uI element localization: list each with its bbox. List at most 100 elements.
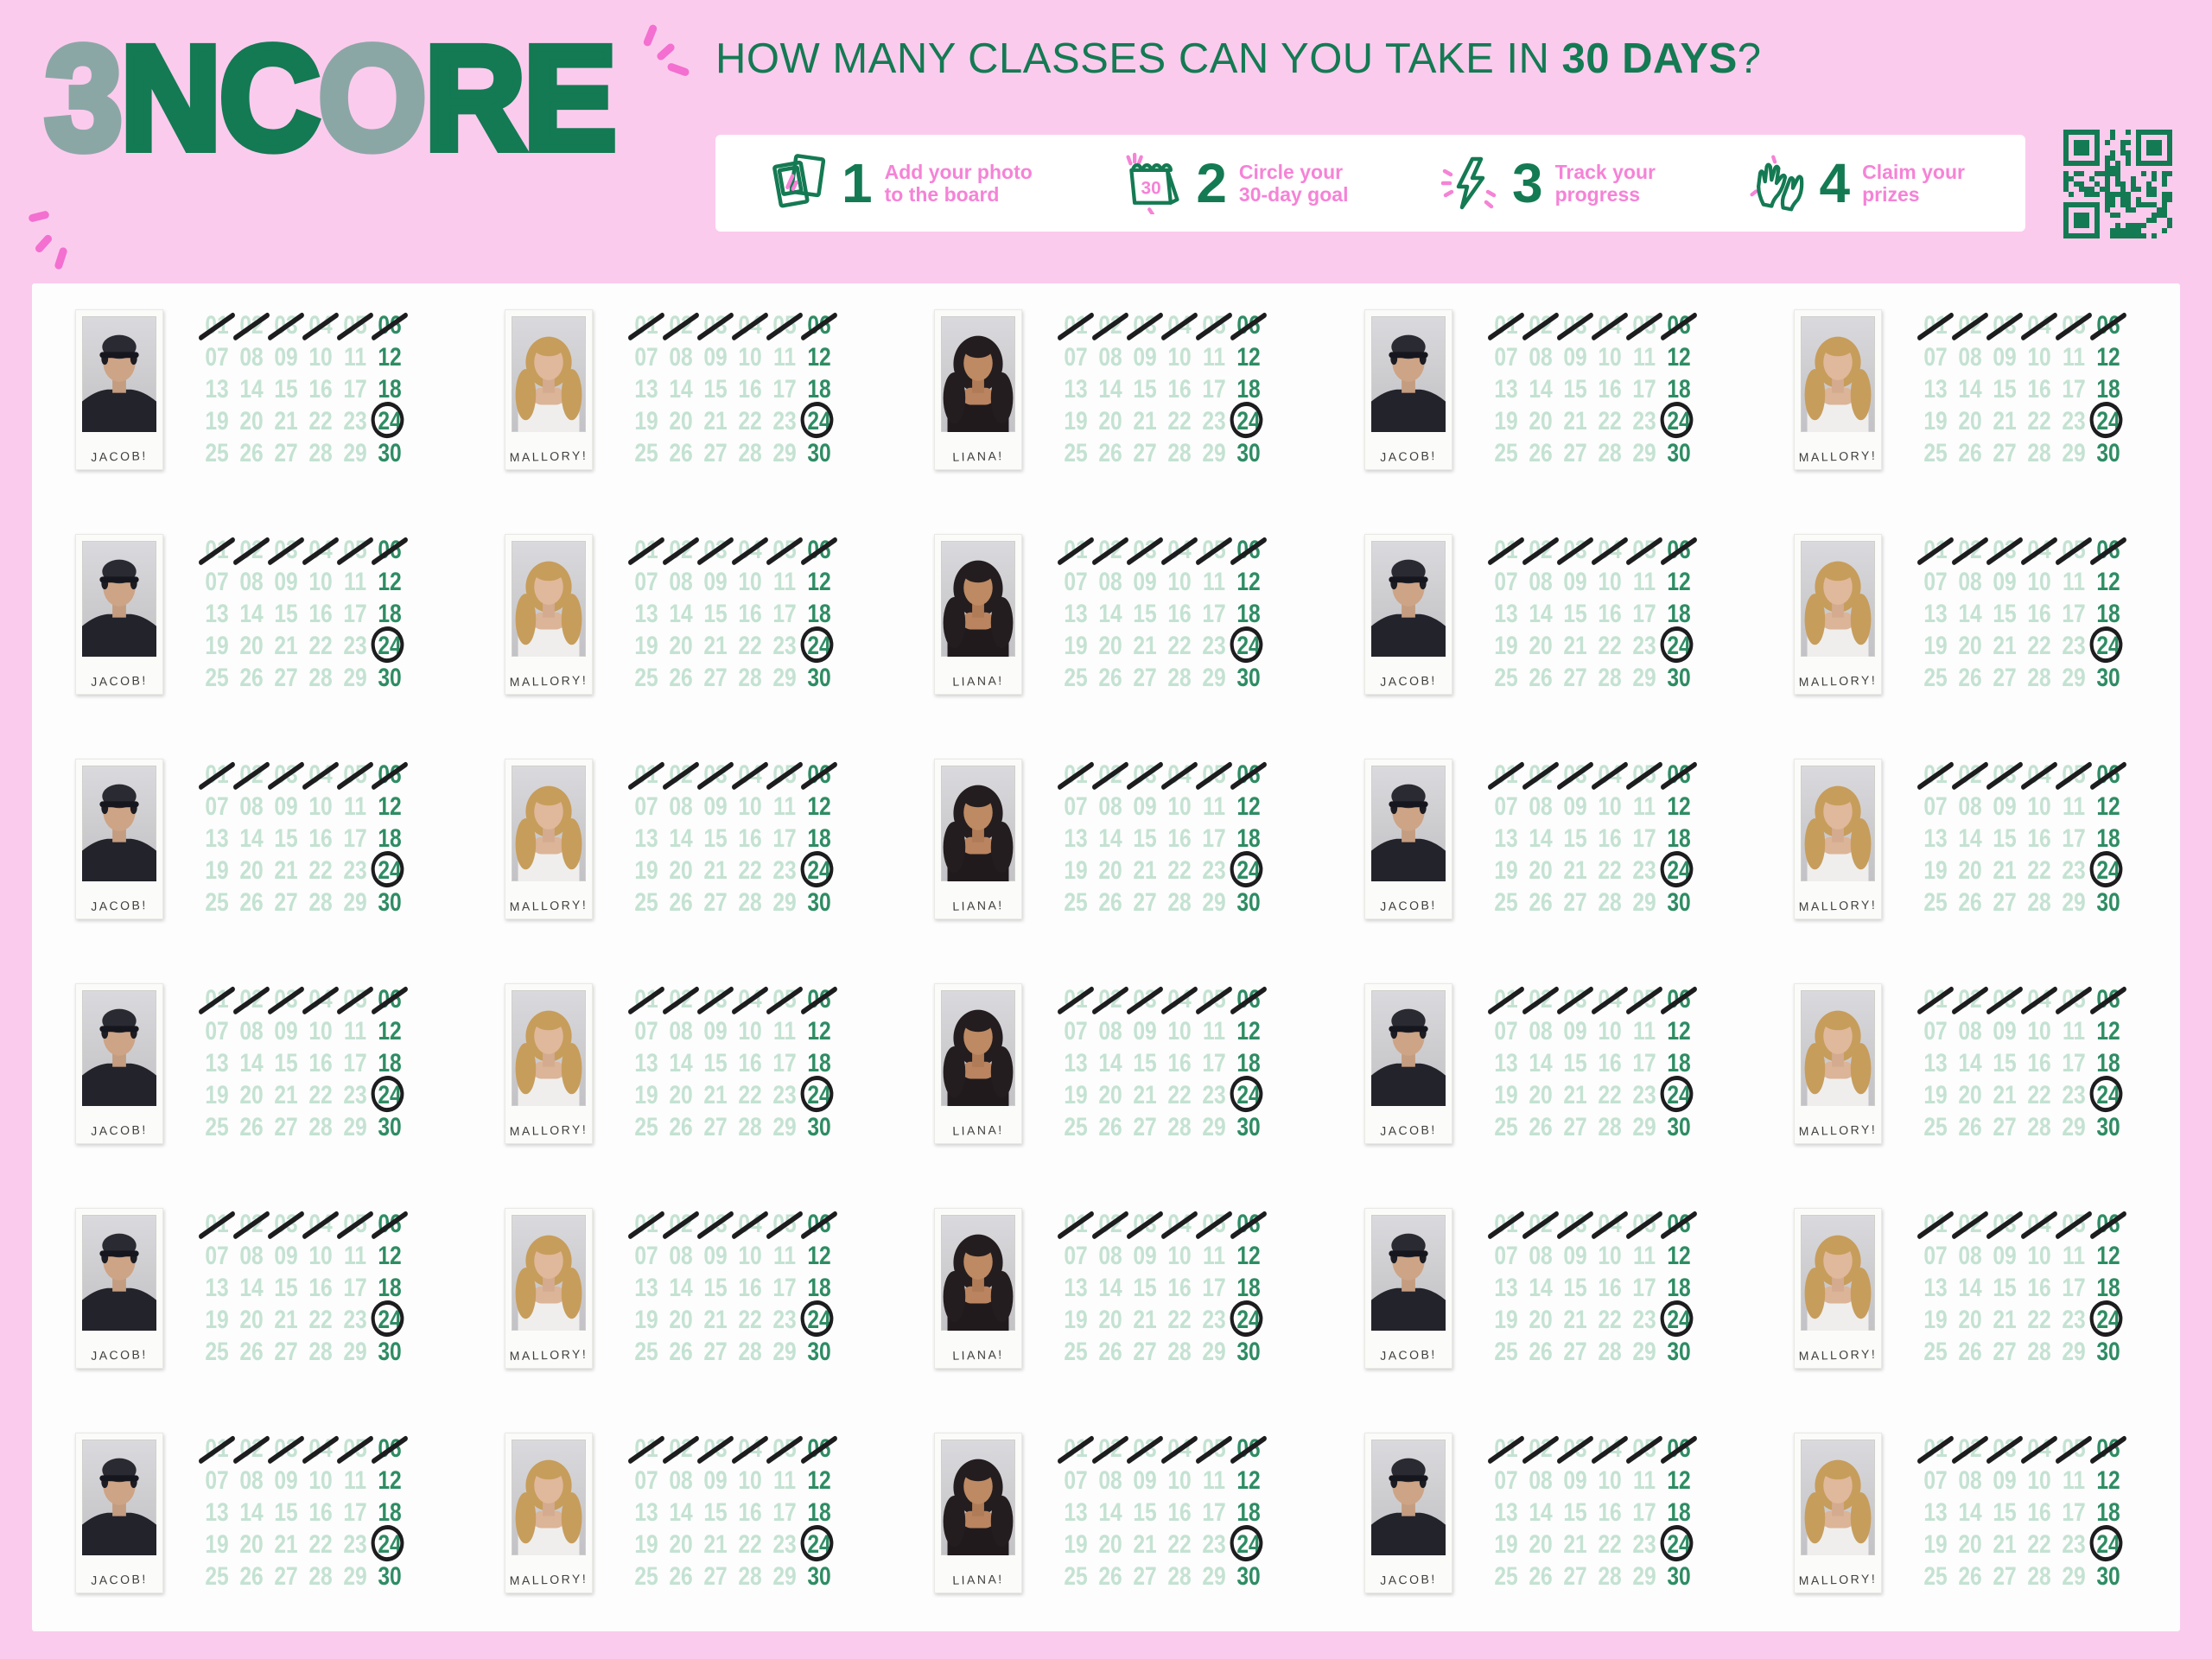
day-number: 24 bbox=[369, 1522, 406, 1564]
day-number: 26 bbox=[239, 439, 264, 467]
day-number: 02 bbox=[1955, 1433, 1984, 1465]
day-number: 21 bbox=[1993, 1306, 2017, 1334]
day-number: 29 bbox=[1631, 1338, 1656, 1366]
day-number: 07 bbox=[1493, 343, 1518, 372]
day-number: 13 bbox=[1923, 1049, 1948, 1077]
day-number: 05 bbox=[341, 1433, 370, 1465]
day-number: 22 bbox=[2027, 1306, 2051, 1334]
day-number: 09 bbox=[703, 1466, 728, 1495]
day-number: 11 bbox=[2062, 343, 2085, 372]
avatar-liana bbox=[943, 1234, 1014, 1331]
day-number: 24 bbox=[1229, 1298, 1265, 1339]
day-number: 28 bbox=[1597, 1562, 1622, 1591]
logo-letter: C bbox=[215, 15, 324, 181]
day-number: 25 bbox=[205, 1338, 229, 1366]
day-number: 11 bbox=[773, 792, 797, 821]
day-number: 11 bbox=[1632, 1466, 1656, 1495]
day-number: 10 bbox=[738, 568, 762, 596]
day-number: 23 bbox=[343, 1081, 367, 1109]
day-number: 04 bbox=[307, 983, 335, 1015]
day-number: 24 bbox=[1658, 1073, 1694, 1115]
day-number: 03 bbox=[1560, 534, 1589, 566]
day-number: 06 bbox=[805, 1208, 834, 1240]
day-number: 04 bbox=[736, 983, 765, 1015]
day-number: 18 bbox=[378, 1498, 402, 1527]
day-number: 05 bbox=[771, 534, 799, 566]
day-number: 24 bbox=[1229, 624, 1265, 665]
day-number: 02 bbox=[1526, 1208, 1554, 1240]
day-number: 15 bbox=[703, 1274, 728, 1302]
participant-portrait bbox=[82, 541, 156, 657]
day-number: 26 bbox=[1528, 1338, 1553, 1366]
day-number: 01 bbox=[632, 759, 661, 791]
day-grid: 01 02 03 04 05 06 07 08 09 10 11 12 13 14 15 16 17 18 19 20… bbox=[629, 759, 836, 918]
day-number: 25 bbox=[205, 664, 229, 692]
day-number: 24 bbox=[1658, 399, 1694, 441]
day-number: 11 bbox=[773, 343, 797, 372]
day-number: 07 bbox=[634, 1242, 658, 1270]
day-number: 27 bbox=[274, 1113, 298, 1141]
day-number: 19 bbox=[205, 856, 229, 885]
day-number: 05 bbox=[2059, 534, 2088, 566]
day-number: 10 bbox=[1167, 792, 1192, 821]
day-number: 02 bbox=[1955, 759, 1984, 791]
day-number: 21 bbox=[703, 1306, 728, 1334]
day-number: 12 bbox=[2096, 343, 2120, 372]
participant-name: LIANA! bbox=[952, 673, 1005, 689]
day-number: 20 bbox=[669, 1081, 693, 1109]
day-number: 21 bbox=[1993, 1530, 2017, 1559]
day-number: 12 bbox=[1236, 1242, 1262, 1270]
day-number: 11 bbox=[1203, 792, 1226, 821]
day-number: 27 bbox=[1133, 664, 1158, 692]
day-number: 01 bbox=[632, 983, 661, 1015]
day-number: 15 bbox=[1562, 1049, 1587, 1077]
day-number: 04 bbox=[1595, 759, 1624, 791]
day-number: 20 bbox=[1528, 1530, 1553, 1559]
day-number: 08 bbox=[1958, 1242, 1982, 1270]
participant-name: LIANA! bbox=[952, 898, 1005, 913]
participant-portrait bbox=[1800, 990, 1875, 1106]
day-number: 09 bbox=[274, 1017, 298, 1046]
day-number: 30 bbox=[1666, 1562, 1691, 1591]
day-number: 25 bbox=[1493, 1562, 1518, 1591]
day-number: 17 bbox=[1202, 824, 1227, 853]
day-number: 10 bbox=[1167, 1017, 1192, 1046]
day-number: 25 bbox=[1923, 664, 1948, 692]
logo-letter: 3 bbox=[41, 15, 126, 181]
day-number: 12 bbox=[1666, 1242, 1691, 1270]
day-number: 13 bbox=[1064, 375, 1089, 404]
participant-cell: MALLORY! 01 02 03 04 05 06 07 08 09 10 11 12 13 14 15 1… bbox=[1751, 957, 2180, 1182]
day-number: 28 bbox=[308, 888, 333, 917]
day-number: 05 bbox=[341, 1208, 370, 1240]
day-number: 16 bbox=[2027, 1498, 2051, 1527]
day-number: 30 bbox=[1236, 1338, 1262, 1366]
day-number: 30 bbox=[378, 439, 402, 467]
day-number: 29 bbox=[1202, 888, 1227, 917]
day-number: 12 bbox=[2096, 568, 2120, 596]
day-number: 15 bbox=[1562, 824, 1587, 853]
day-number: 09 bbox=[1562, 1242, 1587, 1270]
day-number: 17 bbox=[343, 1498, 367, 1527]
day-number: 07 bbox=[1064, 792, 1089, 821]
day-number: 10 bbox=[2027, 568, 2051, 596]
day-number: 14 bbox=[669, 1274, 693, 1302]
day-number: 14 bbox=[239, 1498, 264, 1527]
day-number: 28 bbox=[308, 439, 333, 467]
participant-cell: JACOB! 01 02 03 04 05 06 07 08 09 10 11 12 13 14 15 16 1… bbox=[1321, 1182, 1751, 1407]
day-number: 06 bbox=[1664, 534, 1693, 566]
day-number: 18 bbox=[1236, 1274, 1262, 1302]
day-number: 24 bbox=[798, 1073, 836, 1115]
hands-icon bbox=[1749, 155, 1803, 212]
day-number: 26 bbox=[1528, 888, 1553, 917]
day-number: 06 bbox=[376, 309, 404, 341]
day-number: 30 bbox=[807, 439, 831, 467]
day-grid: 01 02 03 04 05 06 07 08 09 10 11 12 13 14 15 16 17 18 19 20… bbox=[1058, 534, 1266, 694]
step-number: 2 bbox=[1196, 152, 1227, 214]
day-number: 17 bbox=[343, 824, 367, 853]
day-number: 20 bbox=[1098, 1081, 1123, 1109]
day-number: 08 bbox=[1958, 568, 1982, 596]
day-number: 29 bbox=[1631, 439, 1656, 467]
day-number: 15 bbox=[274, 1498, 298, 1527]
day-number: 01 bbox=[632, 309, 661, 341]
day-number: 29 bbox=[1202, 439, 1227, 467]
